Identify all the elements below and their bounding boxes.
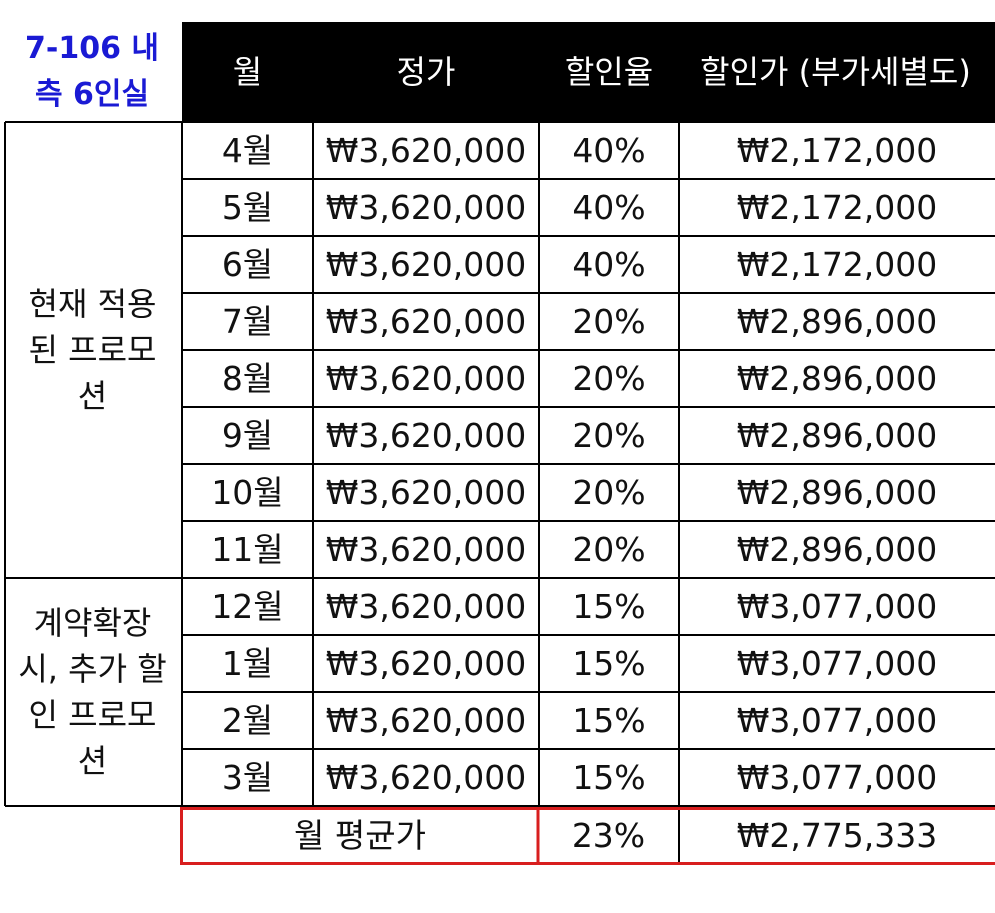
list-price-cell: ₩3,620,000 [325, 416, 527, 455]
discount-price-cell: ₩2,896,000 [736, 359, 938, 398]
list-price-cell: ₩3,620,000 [325, 302, 527, 341]
list-price-cell: ₩3,620,000 [325, 131, 527, 170]
month-cell: 8월 [221, 359, 274, 398]
header-discount-price: 할인가 (부가세별도) [700, 53, 971, 91]
discount-price-cell: ₩3,077,000 [736, 758, 938, 797]
month-cell: 4월 [221, 131, 274, 170]
discount-rate-cell: 20% [572, 359, 646, 398]
group-label-line: 션 [77, 377, 108, 415]
list-price-cell: ₩3,620,000 [325, 359, 527, 398]
table-header: 월 정가 할인율 할인가 (부가세별도) [182, 22, 995, 122]
discount-price-cell: ₩2,896,000 [736, 416, 938, 455]
month-cell: 7월 [221, 302, 274, 341]
list-price-cell: ₩3,620,000 [325, 644, 527, 683]
discount-rate-cell: 20% [572, 473, 646, 512]
discount-rate-cell: 15% [572, 701, 646, 740]
discount-price-cell: ₩2,896,000 [736, 302, 938, 341]
month-cell: 10월 [211, 473, 284, 512]
header-month: 월 [232, 53, 263, 91]
list-price-cell: ₩3,620,000 [325, 473, 527, 512]
discount-price-cell: ₩2,896,000 [736, 473, 938, 512]
discount-price-cell: ₩2,172,000 [736, 188, 938, 227]
list-price-cell: ₩3,620,000 [325, 758, 527, 797]
room-title-line-2: 측 6인실 [34, 77, 150, 112]
header-discount-rate: 할인율 [564, 53, 654, 91]
group-label-line: 된 프로모 [28, 331, 157, 369]
group-label-line: 현재 적용 [28, 285, 157, 323]
discount-price-cell: ₩2,896,000 [736, 530, 938, 569]
list-price-cell: ₩3,620,000 [325, 245, 527, 284]
average-row [180, 807, 995, 865]
month-cell: 11월 [211, 530, 284, 569]
header-list-price: 정가 [396, 53, 456, 91]
group-label-line: 션 [77, 742, 108, 780]
month-cell: 1월 [221, 644, 274, 683]
month-cell: 5월 [221, 188, 274, 227]
discount-rate-cell: 40% [572, 131, 646, 170]
discount-rate-cell: 20% [572, 302, 646, 341]
month-cell: 3월 [221, 758, 274, 797]
discount-rate-cell: 15% [572, 644, 646, 683]
discount-price-cell: ₩2,172,000 [736, 131, 938, 170]
month-cell: 9월 [221, 416, 274, 455]
discount-price-cell: ₩3,077,000 [736, 644, 938, 683]
discount-rate-cell: 15% [572, 758, 646, 797]
average-price: ₩2,775,333 [736, 816, 938, 855]
room-title: 7-106 내 측 6인실 [4, 26, 180, 118]
list-price-cell: ₩3,620,000 [325, 587, 527, 626]
month-cell: 2월 [221, 701, 274, 740]
month-cell: 12월 [211, 587, 284, 626]
room-title-line-1: 7-106 내 [25, 31, 159, 66]
discount-rate-cell: 40% [572, 188, 646, 227]
group-label-line: 인 프로모 [28, 696, 157, 734]
list-price-cell: ₩3,620,000 [325, 188, 527, 227]
discount-price-cell: ₩3,077,000 [736, 701, 938, 740]
month-cell: 6월 [221, 245, 274, 284]
list-price-cell: ₩3,620,000 [325, 701, 527, 740]
discount-price-cell: ₩3,077,000 [736, 587, 938, 626]
discount-rate-cell: 20% [572, 530, 646, 569]
group-label-line: 시, 추가 할 [18, 650, 167, 688]
average-rate: 23% [571, 816, 646, 855]
discount-price-cell: ₩2,172,000 [736, 245, 938, 284]
group-label-line: 계약확장 [33, 604, 152, 642]
discount-rate-cell: 15% [572, 587, 646, 626]
average-label: 월 평균가 [294, 816, 426, 855]
discount-rate-cell: 40% [572, 245, 646, 284]
list-price-cell: ₩3,620,000 [325, 530, 527, 569]
discount-rate-cell: 20% [572, 416, 646, 455]
